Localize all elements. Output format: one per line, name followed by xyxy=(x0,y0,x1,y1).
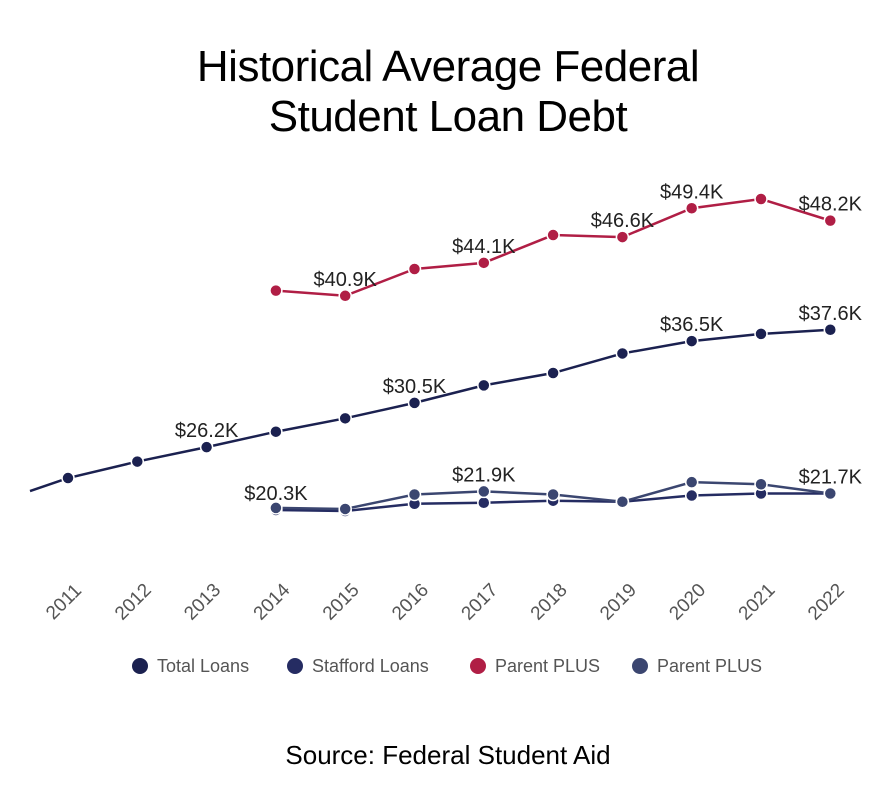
x-tick-label: 2022 xyxy=(804,580,849,625)
data-point xyxy=(130,454,145,469)
source-note: Source: Federal Student Aid xyxy=(285,740,611,770)
legend-label: Total Loans xyxy=(157,656,249,676)
x-tick-label: 2016 xyxy=(388,580,433,625)
value-label: $40.9K xyxy=(314,269,378,291)
x-tick-label: 2018 xyxy=(527,580,572,625)
data-point xyxy=(338,502,352,516)
chart-title: Historical Average Federal Student Loan … xyxy=(196,42,700,141)
data-point xyxy=(407,262,422,276)
value-label: $44.1K xyxy=(452,236,516,258)
x-tick-label: 2014 xyxy=(250,579,295,624)
data-point xyxy=(407,487,422,502)
x-tick-label: 2011 xyxy=(42,580,86,624)
data-point xyxy=(269,501,283,515)
value-label: $20.3K xyxy=(244,483,308,505)
data-point xyxy=(269,283,283,298)
x-tick-label: 2012 xyxy=(111,580,156,625)
data-point xyxy=(477,378,491,393)
x-tick-label: 2021 xyxy=(735,580,780,625)
value-label: $46.6K xyxy=(591,210,655,232)
x-tick-label: 2020 xyxy=(665,580,710,625)
data-point xyxy=(477,496,491,510)
value-label: $36.5K xyxy=(660,314,724,336)
data-point xyxy=(407,396,422,410)
data-point xyxy=(754,477,768,491)
x-tick-label: 2013 xyxy=(180,580,225,625)
data-point xyxy=(199,440,214,454)
data-point xyxy=(477,484,491,499)
legend-marker xyxy=(632,658,648,674)
legend-marker xyxy=(470,658,486,674)
data-point xyxy=(61,471,75,485)
data-point xyxy=(269,424,283,439)
legend-item: Parent PLUS xyxy=(632,656,762,676)
value-label: $48.2K xyxy=(799,194,863,216)
x-tick-label: 2019 xyxy=(596,580,641,625)
legend-item: Parent PLUS xyxy=(470,656,600,676)
x-tick-label: 2015 xyxy=(319,580,364,625)
data-point xyxy=(546,228,560,242)
legend-label: Stafford Loans xyxy=(312,656,429,676)
value-label: $30.5K xyxy=(383,376,447,398)
data-point xyxy=(823,486,838,501)
data-point xyxy=(684,201,699,216)
data-point xyxy=(754,192,768,206)
data-point xyxy=(823,213,838,228)
legend-marker xyxy=(287,658,303,674)
data-point xyxy=(823,323,838,337)
value-label: $26.2K xyxy=(175,420,239,442)
legend-item: Stafford Loans xyxy=(287,656,429,676)
legend-label: Parent PLUS xyxy=(495,656,600,676)
data-point xyxy=(615,230,630,244)
data-point xyxy=(615,346,630,361)
data-point xyxy=(477,256,491,270)
data-point xyxy=(338,411,352,426)
data-point xyxy=(546,487,560,502)
data-point xyxy=(684,334,699,348)
legend-label: Parent PLUS xyxy=(657,656,762,676)
legend-marker xyxy=(132,658,148,674)
data-point xyxy=(338,289,352,303)
legend-item: Total Loans xyxy=(132,656,249,676)
data-point xyxy=(684,488,699,503)
value-label: $49.4K xyxy=(660,181,724,203)
value-label: $37.6K xyxy=(799,303,863,325)
data-point xyxy=(546,366,560,380)
data-point xyxy=(684,475,699,489)
value-label: $21.9K xyxy=(452,464,516,486)
x-tick-label: 2017 xyxy=(458,580,503,625)
series-line xyxy=(29,328,831,493)
data-point xyxy=(615,494,630,509)
data-point xyxy=(754,327,768,341)
value-label: $21.7K xyxy=(799,466,863,488)
